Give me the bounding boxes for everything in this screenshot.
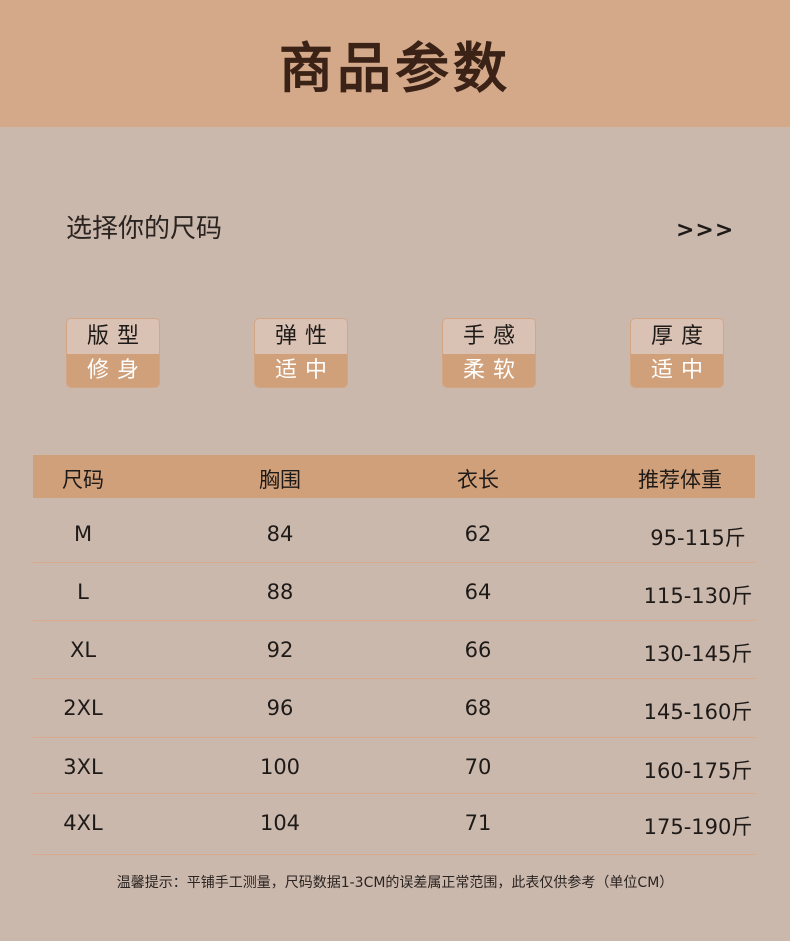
column-header: 尺码 — [62, 468, 104, 492]
table-row: M 84 62 95-115斤 — [33, 505, 755, 563]
tag-value: 适中 — [255, 354, 347, 387]
table-cell: L — [77, 580, 89, 604]
table-cell: 96 — [266, 696, 294, 720]
table-cell: 4XL — [63, 811, 103, 835]
title-banner: 商品参数 — [0, 0, 790, 127]
table-cell: 104 — [259, 811, 301, 835]
attribute-tag: 弹性 适中 — [254, 318, 348, 388]
table-cell: 160-175斤 — [643, 759, 753, 783]
table-cell: 66 — [464, 638, 492, 662]
table-cell: 84 — [266, 522, 294, 546]
table-row: 4XL 104 71 175-190斤 — [33, 794, 755, 855]
size-note: 温馨提示：平铺手工测量，尺码数据1-3CM的误差属正常范围，此表仅供参考（单位C… — [116, 875, 674, 891]
tag-label: 手感 — [443, 319, 535, 354]
table-cell: 64 — [464, 580, 492, 604]
table-cell: 88 — [266, 580, 294, 604]
table-cell: M — [73, 522, 93, 546]
table-row: XL 92 66 130-145斤 — [33, 621, 755, 679]
tag-value: 适中 — [631, 354, 723, 387]
tag-label: 厚度 — [631, 319, 723, 354]
table-header: 尺码 胸围 衣长 推荐体重 — [33, 455, 755, 498]
tag-value: 柔软 — [443, 354, 535, 387]
section-subtitle: 选择你的尺码 — [66, 214, 223, 244]
table-cell: 92 — [266, 638, 294, 662]
tag-label: 版型 — [67, 319, 159, 354]
table-cell: 62 — [464, 522, 492, 546]
table-cell: 145-160斤 — [643, 700, 753, 724]
table-cell: XL — [69, 638, 97, 662]
column-header: 胸围 — [259, 468, 301, 492]
attribute-tag: 版型 修身 — [66, 318, 160, 388]
table-cell: 71 — [464, 811, 492, 835]
table-cell: 3XL — [63, 755, 103, 779]
table-row: 2XL 96 68 145-160斤 — [33, 679, 755, 738]
table-cell: 130-145斤 — [643, 642, 753, 666]
table-cell: 68 — [464, 696, 492, 720]
table-cell: 2XL — [63, 696, 103, 720]
table-cell: 70 — [464, 755, 492, 779]
table-row: 3XL 100 70 160-175斤 — [33, 738, 755, 794]
attribute-tag: 厚度 适中 — [630, 318, 724, 388]
column-header: 推荐体重 — [638, 468, 722, 492]
arrows-icon: >>> — [676, 218, 735, 243]
column-header: 衣长 — [457, 468, 499, 492]
page-title: 商品参数 — [279, 37, 511, 100]
tag-value: 修身 — [67, 354, 159, 387]
table-cell: 175-190斤 — [643, 815, 753, 839]
attribute-tag: 手感 柔软 — [442, 318, 536, 388]
table-cell: 100 — [259, 755, 301, 779]
table-cell: 115-130斤 — [643, 584, 753, 608]
table-row: L 88 64 115-130斤 — [33, 563, 755, 621]
table-cell: 95-115斤 — [650, 526, 746, 550]
tag-label: 弹性 — [255, 319, 347, 354]
